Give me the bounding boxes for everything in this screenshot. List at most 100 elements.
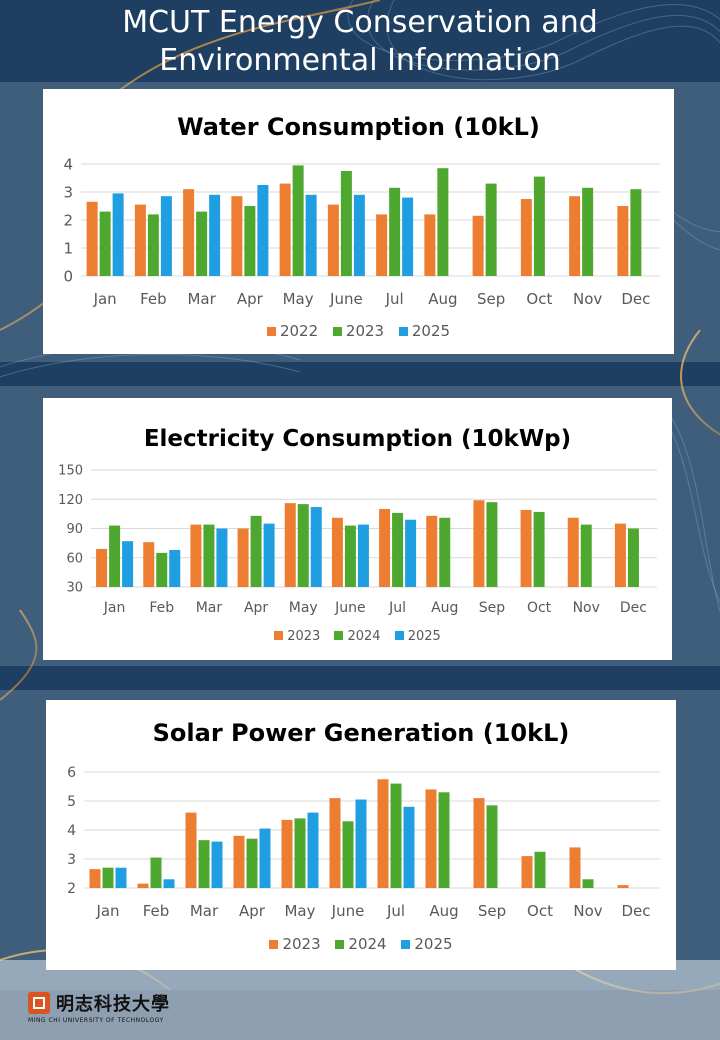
legend-label: 2024 [348, 935, 387, 953]
bar-2023-aug [437, 168, 449, 276]
bar-2023-apr [244, 206, 256, 276]
legend-swatch [266, 327, 276, 336]
bar-2024-feb [156, 552, 168, 587]
chart-legend: 2022 2023 2025 [43, 322, 674, 340]
y-tick-label: 30 [66, 581, 83, 596]
y-tick-label: 5 [67, 794, 76, 810]
bar-2025-apr [259, 828, 271, 888]
bar-2023-jan [96, 548, 108, 587]
legend-item: 2023 [332, 322, 384, 340]
y-tick-label: 90 [66, 522, 83, 537]
bar-2023-may [281, 819, 293, 888]
legend-swatch [274, 631, 284, 640]
bar-2025-jul [405, 519, 417, 587]
bar-2024-sep [486, 805, 498, 888]
bar-2025-jan [115, 867, 127, 888]
y-tick-label: 0 [63, 267, 73, 285]
legend-item: 2023 [269, 935, 321, 953]
solar-power-panel: Solar Power Generation (10kL) 2 3 4 5 6 Jan Fe… [46, 700, 676, 970]
bar-2023-dec [614, 523, 626, 587]
bar-2023-aug [425, 789, 437, 888]
legend-item: 2024 [334, 629, 381, 644]
bar-2022-jan [86, 201, 98, 276]
bar-2024-jul [390, 783, 402, 888]
bar-2023-nov [582, 187, 594, 276]
bar-2023-aug [426, 515, 438, 587]
water-consumption-panel: Water Consumption (10kL) 0 1 2 3 4 Jan Feb Mar A… [43, 89, 674, 354]
bar-2025-mar [209, 194, 221, 276]
logo-english-name: MING CHI UNIVERSITY OF TECHNOLOGY [28, 1017, 164, 1024]
x-tick-label: May [283, 290, 314, 308]
solar-power-chart: 2 3 4 5 6 Jan Feb Mar Apr May June Jul Aug Sep Oct Nov D… [67, 765, 660, 920]
bar-2024-aug [439, 517, 451, 587]
bar-2023-oct [520, 509, 532, 587]
bar-2024-oct [534, 851, 546, 888]
y-tick-label: 4 [63, 155, 73, 173]
x-tick-label: Sep [477, 290, 505, 308]
bar-2024-jan [102, 867, 114, 888]
legend-label: 2025 [407, 629, 441, 644]
bar-2023-sep [485, 183, 497, 276]
x-tick-label: Apr [244, 600, 268, 616]
bar-2022-mar [183, 189, 195, 276]
x-tick-label: Oct [527, 902, 553, 920]
y-tick-label: 6 [67, 765, 76, 781]
bar-2024-sep [486, 502, 498, 587]
bar-2024-june [344, 525, 356, 587]
y-tick-label: 3 [63, 183, 73, 201]
legend-label: 2024 [347, 629, 381, 644]
university-logo: 明志科技大學 MING CHI UNIVERSITY OF TECHNOLOGY [28, 990, 188, 1026]
bar-2023-jul [377, 779, 389, 888]
bar-2023-nov [569, 847, 581, 888]
chart-legend: 2023 2024 2025 [43, 629, 672, 644]
bar-2025-apr [257, 185, 269, 276]
bar-2023-apr [233, 835, 245, 888]
bar-2024-apr [246, 838, 258, 888]
bar-2023-may [292, 165, 304, 276]
bar-2022-june [327, 204, 339, 276]
x-tick-label: Jan [103, 600, 126, 616]
bar-2025-june [355, 799, 367, 888]
bar-2023-dec [617, 885, 629, 888]
bar-2024-dec [627, 528, 639, 587]
x-tick-label: Aug [429, 902, 458, 920]
legend-label: 2023 [282, 935, 321, 953]
legend-swatch [334, 631, 344, 640]
chart-legend: 2023 2024 2025 [46, 935, 676, 953]
bar-2024-jul [392, 512, 404, 587]
bar-2023-jan [99, 211, 111, 276]
legend-item: 2025 [401, 935, 453, 953]
legend-item: 2022 [266, 322, 319, 340]
bar-2023-june [331, 517, 343, 587]
legend-label: 2025 [414, 935, 453, 953]
bar-2024-mar [203, 524, 215, 587]
bar-2022-aug [424, 214, 436, 276]
bar-2023-mar [196, 211, 208, 276]
legend-item: 2025 [398, 322, 450, 340]
bar-2025-may [310, 507, 322, 587]
x-tick-label: Jul [385, 290, 404, 308]
water-consumption-chart: 0 1 2 3 4 Jan Feb Mar Apr May June Jul Aug Sep Oct Nov D… [63, 155, 660, 308]
bar-2023-jan [89, 869, 101, 888]
bar-2022-nov [569, 196, 581, 276]
legend-swatch [332, 327, 342, 336]
x-tick-label: Jul [388, 600, 406, 616]
legend-label: 2022 [279, 322, 319, 340]
y-tick-label: 3 [67, 852, 76, 868]
bar-2023-jul [389, 187, 401, 276]
x-tick-label: Dec [621, 902, 650, 920]
x-tick-label: Nov [573, 600, 600, 616]
bar-2025-jul [402, 197, 414, 276]
page-title-line-2: Environmental Information [159, 43, 561, 78]
x-tick-label: Apr [239, 902, 266, 920]
bar-2025-mar [211, 841, 223, 888]
x-tick-label: Feb [143, 902, 170, 920]
electricity-consumption-panel: Electricity Consumption (10kWp) 30 60 90 12… [43, 398, 672, 660]
x-tick-label: Feb [149, 600, 174, 616]
bar-2022-feb [134, 204, 146, 276]
bar-2025-feb [163, 879, 175, 888]
chart-title: Water Consumption (10kL) [177, 113, 540, 141]
x-tick-label: Aug [431, 600, 458, 616]
x-tick-label: Jan [93, 290, 117, 308]
logo-chinese-name: 明志科技大學 [56, 994, 170, 1015]
